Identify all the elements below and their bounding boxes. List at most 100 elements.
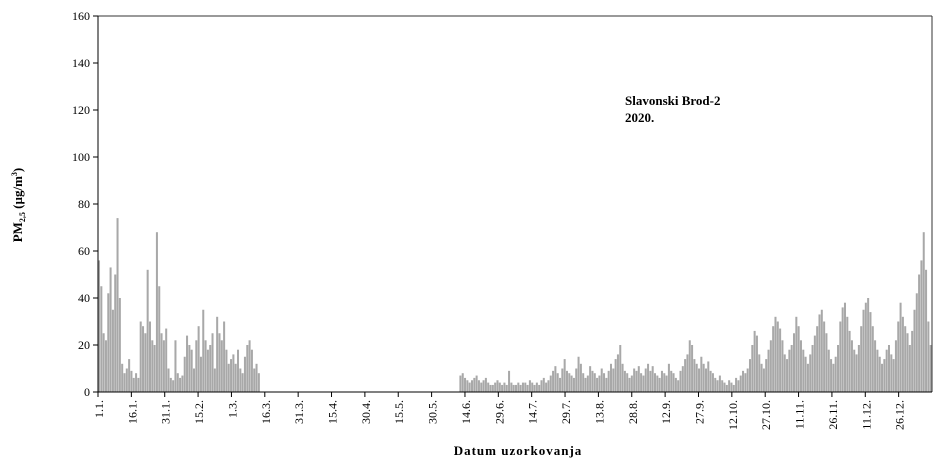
bar-69	[257, 373, 260, 392]
bar-248	[672, 373, 675, 392]
bar-239	[651, 366, 654, 392]
x-tick-label-14: 29.7.	[559, 400, 573, 424]
bar-257	[693, 359, 696, 392]
bar-292	[774, 316, 777, 392]
bar-215	[596, 377, 599, 392]
bar-305	[804, 356, 807, 392]
x-tick-label-21: 11.11.	[793, 400, 807, 429]
bar-34	[176, 373, 179, 392]
bar-243	[660, 370, 663, 392]
bar-269	[721, 380, 724, 392]
bar-296	[783, 354, 786, 392]
bar-176	[505, 384, 508, 392]
bar-272	[728, 380, 731, 392]
y-tick-label-3: 60	[78, 244, 90, 258]
bar-344	[894, 340, 897, 392]
bar-65	[248, 340, 251, 392]
bar-270	[723, 382, 726, 392]
bar-329	[860, 326, 863, 392]
bar-224	[616, 354, 619, 392]
bar-241	[656, 375, 659, 392]
bar-266	[714, 377, 717, 392]
x-tick-label-24: 26.12.	[893, 400, 907, 430]
bar-168	[487, 382, 490, 392]
x-tick-label-2: 31.1.	[159, 400, 173, 424]
bar-327	[855, 354, 858, 392]
bar-182	[519, 384, 522, 392]
bar-54	[223, 321, 226, 392]
x-tick-label-8: 30.4.	[359, 400, 373, 424]
bar-308	[811, 345, 814, 392]
bar-7	[114, 274, 117, 392]
bar-343	[892, 359, 895, 392]
bar-315	[827, 349, 830, 392]
bar-172	[496, 380, 499, 392]
bar-183	[521, 382, 524, 392]
bar-238	[649, 370, 652, 392]
bar-230	[630, 375, 633, 392]
bar-317	[832, 363, 835, 392]
x-tick-label-1: 16.1.	[125, 400, 139, 424]
y-tick-label-7: 140	[72, 56, 90, 70]
bar-331	[864, 302, 867, 392]
bar-256	[691, 345, 694, 392]
bar-353	[915, 293, 918, 392]
bar-204	[570, 375, 573, 392]
bar-194	[547, 380, 550, 392]
bar-245	[665, 375, 668, 392]
bar-192	[542, 377, 545, 392]
bar-335	[874, 340, 877, 392]
bar-333	[869, 312, 872, 392]
bar-180	[515, 384, 518, 392]
bar-13	[128, 359, 131, 392]
bar-355	[920, 260, 923, 392]
bar-195	[549, 375, 552, 392]
bar-309	[813, 335, 816, 392]
bar-5	[109, 267, 112, 392]
bar-348	[904, 326, 907, 392]
bar-295	[781, 340, 784, 392]
bar-310	[816, 326, 819, 392]
bar-294	[779, 328, 782, 392]
bar-177	[508, 370, 511, 392]
bar-200	[561, 368, 564, 392]
bar-216	[598, 375, 601, 392]
bar-68	[255, 363, 258, 392]
bar-339	[883, 359, 886, 392]
bar-357	[925, 269, 928, 392]
bar-346	[899, 302, 902, 392]
y-tick-label-4: 80	[78, 197, 90, 211]
bar-63	[243, 356, 246, 392]
bar-198	[556, 373, 559, 392]
bar-263	[707, 361, 710, 392]
bar-171	[494, 382, 497, 392]
bar-338	[881, 363, 884, 392]
bar-199	[559, 377, 562, 392]
bar-304	[802, 349, 805, 392]
bar-1	[100, 286, 103, 392]
bar-220	[607, 370, 610, 392]
x-tick-label-6: 31.3.	[292, 400, 306, 424]
bar-206	[575, 368, 578, 392]
bar-323	[846, 316, 849, 392]
bar-6	[111, 309, 114, 392]
bar-271	[725, 384, 728, 392]
bar-0	[98, 260, 101, 392]
bar-41	[192, 368, 195, 392]
bar-12	[125, 368, 128, 392]
y-axis-title-unit: (µg/m	[10, 176, 25, 212]
x-tick-label-10: 30.5.	[426, 400, 440, 424]
bar-316	[830, 359, 833, 392]
bar-42	[195, 340, 198, 392]
y-tick-label-5: 100	[72, 150, 90, 164]
x-tick-label-23: 11.12.	[859, 400, 873, 430]
bar-46	[204, 340, 207, 392]
bar-179	[512, 384, 515, 392]
bar-350	[908, 345, 911, 392]
x-tick-label-3: 15.2.	[192, 400, 206, 424]
bar-181	[517, 382, 520, 392]
bar-57	[230, 359, 233, 392]
bar-44	[199, 356, 202, 392]
bar-45	[202, 309, 205, 392]
